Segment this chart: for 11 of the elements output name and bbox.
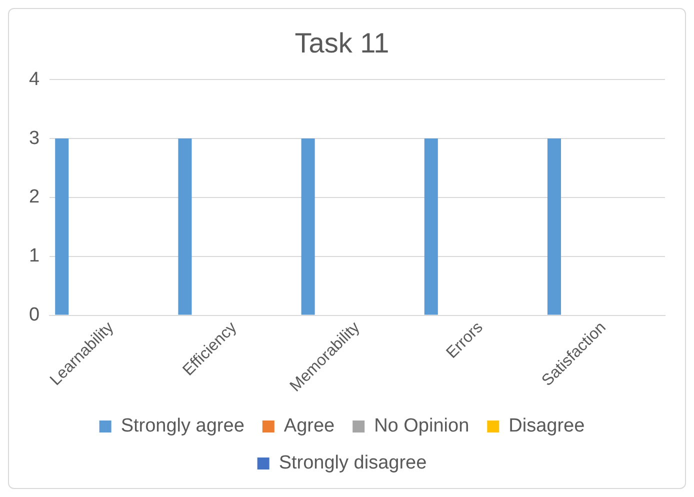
y-tick-label: 4 (28, 68, 40, 90)
legend-label: Agree (284, 416, 335, 437)
y-tick-label: 1 (28, 246, 40, 267)
legend-label: Strongly disagree (278, 452, 427, 474)
chart-title: Task 11 (294, 28, 390, 59)
legend-label: Strongly agree (120, 416, 244, 437)
legend-label: No Opinion (374, 416, 470, 437)
y-tick-label: 0 (28, 304, 40, 326)
legend-label: Disagree (508, 416, 585, 437)
y-tick-label: 2 (28, 186, 40, 208)
y-tick-label: 3 (28, 128, 40, 149)
